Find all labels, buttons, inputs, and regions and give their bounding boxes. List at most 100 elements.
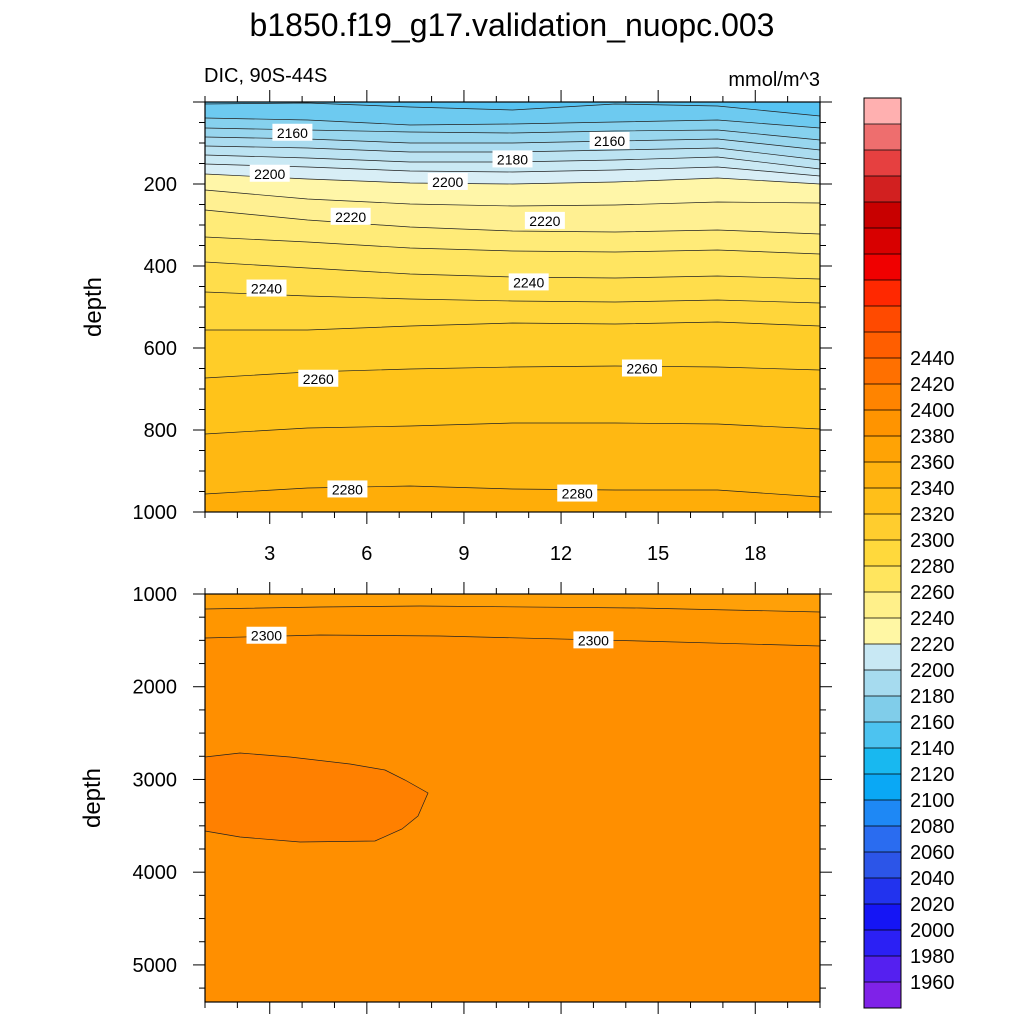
x-tick-label: 9 — [458, 543, 469, 565]
contour-line — [204, 102, 821, 117]
colorbar-label: 2160 — [910, 712, 955, 734]
upper-ticks: 3 6 9 12 15 18 200 400 600 800 1000 — [133, 90, 832, 565]
contour-label-bg — [330, 207, 371, 225]
lower-frame — [204, 593, 821, 1003]
contour-band — [205, 423, 820, 497]
lower-contour-labels: 2300 2300 — [246, 626, 614, 649]
colorbar-label: 2340 — [910, 478, 955, 500]
contour-label-bg — [524, 211, 565, 229]
colorbar-label: 2220 — [910, 634, 955, 656]
variable-label: DIC, 90S-44S — [204, 65, 327, 87]
contour-label-bg — [557, 484, 598, 502]
colorbar-swatch — [864, 98, 901, 125]
colorbar-frame — [863, 97, 902, 1009]
colorbar-label: 2420 — [910, 374, 955, 396]
contour-band — [205, 128, 820, 150]
contour-label: 2160 — [277, 125, 308, 141]
colorbar-swatch — [864, 982, 901, 1009]
colorbar-swatch — [864, 436, 901, 463]
contour-label: 2220 — [529, 213, 560, 229]
y-tick-label: 400 — [144, 256, 177, 278]
contour-label-bg — [272, 123, 313, 141]
colorbar-swatch — [864, 176, 901, 203]
contour-label-bg — [508, 273, 549, 291]
colorbar-swatch — [864, 540, 901, 567]
contour-band — [205, 366, 820, 434]
colorbar-label: 2040 — [910, 868, 955, 890]
lower-contour-fills — [205, 594, 820, 842]
colorbar-label: 2060 — [910, 842, 955, 864]
x-tick-label: 18 — [744, 543, 766, 565]
upper-y-axis-label: depth — [80, 277, 107, 337]
y-tick-label: 3000 — [133, 769, 178, 791]
colorbar-swatch — [864, 722, 901, 749]
y-tick-label: 800 — [144, 420, 177, 442]
colorbar-swatch — [864, 696, 901, 723]
contour-band — [205, 174, 820, 206]
colorbar-swatch — [864, 748, 901, 775]
lower-panel: 2300 2300 1000 2000 3000 4000 5000 depth — [79, 582, 832, 1014]
contour-band — [205, 292, 820, 330]
colorbar-swatch — [864, 384, 901, 411]
colorbar-swatch — [864, 644, 901, 671]
colorbar-swatch — [864, 228, 901, 255]
y-tick-label: 1000 — [133, 584, 178, 606]
y-tick-label: 1000 — [133, 502, 178, 524]
contour-label: 2260 — [303, 371, 334, 387]
contour-band — [205, 210, 820, 254]
upper-panel: 2160 2160 2180 2200 2200 2220 2220 2240 2240 2260… — [80, 90, 832, 565]
colorbar-swatch — [864, 878, 901, 905]
contour-label-bg — [298, 369, 339, 387]
y-tick-label: 200 — [144, 174, 177, 196]
colorbar-swatch — [864, 280, 901, 307]
contour-band — [205, 753, 428, 842]
contour-label-bg — [246, 626, 287, 644]
colorbar-swatch — [864, 956, 901, 983]
colorbar-label: 2380 — [910, 426, 955, 448]
colorbar-label: 2020 — [910, 894, 955, 916]
colorbar-swatch — [864, 592, 901, 619]
colorbar-swatch — [864, 332, 901, 359]
contour-label-bg — [573, 631, 614, 649]
contour-band — [205, 594, 820, 612]
y-tick-label: 4000 — [133, 862, 178, 884]
colorbar-label: 2440 — [910, 348, 955, 370]
contour-label: 2200 — [254, 166, 285, 182]
colorbar-label: 1980 — [910, 946, 955, 968]
contour-label: 2200 — [432, 174, 463, 190]
contour-line — [204, 422, 821, 435]
colorbar-swatch — [864, 306, 901, 333]
colorbar-label: 2180 — [910, 686, 955, 708]
contour-label: 2240 — [251, 281, 282, 297]
contour-band — [205, 237, 820, 279]
contour-label: 2280 — [562, 486, 593, 502]
contour-label-bg — [249, 164, 290, 182]
colorbar-label: 2260 — [910, 582, 955, 604]
colorbar-swatch — [864, 800, 901, 827]
contour-line — [204, 173, 821, 185]
lower-ticks: 1000 2000 3000 4000 5000 — [133, 582, 832, 1014]
colorbar-label: 2280 — [910, 556, 955, 578]
contour-line — [204, 605, 821, 613]
x-tick-label: 6 — [361, 543, 372, 565]
contour-line — [204, 209, 821, 235]
contour-label-bg — [621, 359, 662, 377]
colorbar-label: 2000 — [910, 920, 955, 942]
colorbar-swatch — [864, 566, 901, 593]
colorbar-label: 2360 — [910, 452, 955, 474]
colorbar-swatch — [864, 202, 901, 229]
colorbar-swatch — [864, 358, 901, 385]
contour-label-bg — [492, 150, 533, 168]
contour-label-bg — [246, 279, 287, 297]
colorbar-label: 2320 — [910, 504, 955, 526]
contour-label: 2300 — [251, 628, 282, 644]
colorbar-swatch — [864, 852, 901, 879]
colorbar-swatch — [864, 618, 901, 645]
units-label: mmol/m^3 — [728, 69, 820, 91]
colorbar-swatch — [864, 124, 901, 151]
colorbar-swatch — [864, 488, 901, 515]
chart-title: b1850.f19_g17.validation_nuopc.003 — [250, 7, 775, 43]
colorbar-swatch — [864, 462, 901, 489]
contour-line — [204, 117, 821, 129]
